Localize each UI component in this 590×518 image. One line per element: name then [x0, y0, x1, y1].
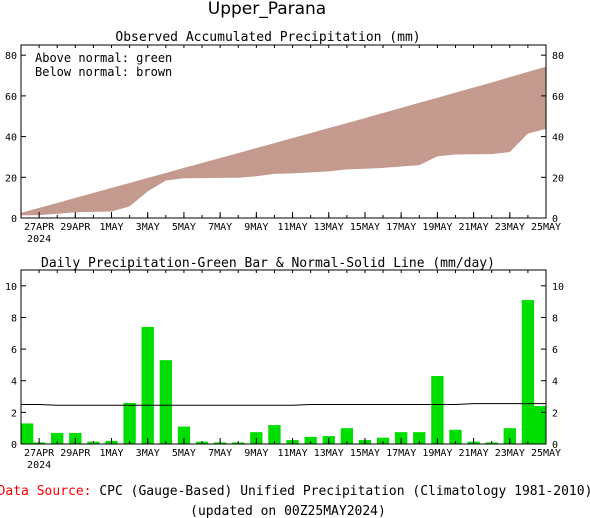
daily-ytick-label-left: 10 — [5, 282, 17, 293]
daily-ytick-label-right: 10 — [552, 282, 564, 293]
daily-bar — [431, 375, 444, 444]
updated-text: (updated on 00Z25MAY2024) — [190, 504, 386, 518]
daily-xtick-label: 25MAY — [531, 448, 561, 459]
daily-ytick-label-left: 2 — [11, 408, 17, 419]
legend-above-normal: Above normal: green — [35, 51, 172, 65]
accum-ytick-label-right: 0 — [552, 214, 558, 225]
accum-xtick-label: 13MAY — [314, 222, 344, 233]
accum-below-normal-area — [21, 66, 546, 218]
daily-chart-title: Daily Precipitation-Green Bar & Normal-S… — [41, 256, 495, 271]
accum-ytick-label-left: 20 — [5, 173, 17, 184]
daily-xtick-label: 17MAY — [386, 448, 416, 459]
daily-ytick-label-left: 8 — [11, 313, 17, 324]
daily-xtick-label: 21MAY — [459, 448, 489, 459]
accum-xtick-label: 27APR — [24, 222, 55, 233]
daily-bar — [268, 425, 281, 444]
daily-xtick-label: 15MAY — [350, 448, 380, 459]
accumulated-precipitation-panel: Observed Accumulated Precipitation (mm) … — [5, 30, 564, 245]
daily-bar — [533, 406, 546, 444]
daily-xtick-label: 27APR — [24, 448, 55, 459]
daily-xtick-label: 9MAY — [244, 448, 268, 459]
accum-xtick-label: 19MAY — [422, 222, 452, 233]
accum-xtick-label: 3MAY — [136, 222, 160, 233]
daily-xtick-label: 23MAY — [495, 448, 525, 459]
accum-ytick-label-right: 20 — [552, 173, 564, 184]
daily-bar — [141, 326, 154, 444]
accum-xtick-label: 25MAY — [531, 222, 561, 233]
accum-xtick-label: 17MAY — [386, 222, 416, 233]
daily-normal-line — [21, 403, 546, 406]
daily-xtick-label: 5MAY — [172, 448, 196, 459]
daily-bar — [449, 429, 462, 444]
data-source-text: CPC (Gauge-Based) Unified Precipitation … — [99, 484, 590, 499]
daily-xtick-label: 29APR — [60, 448, 91, 459]
accum-year-label: 2024 — [27, 234, 51, 245]
accum-xtick-label: 11MAY — [277, 222, 307, 233]
accum-xtick-label: 7MAY — [208, 222, 232, 233]
daily-xtick-label: 19MAY — [422, 448, 452, 459]
page-title: Upper_Parana — [208, 0, 326, 19]
daily-bar — [21, 423, 34, 444]
daily-frame — [20, 269, 547, 445]
legend-below-normal: Below normal: brown — [35, 65, 172, 79]
accum-xtick-label: 23MAY — [495, 222, 525, 233]
accum-ytick-label-left: 0 — [11, 214, 17, 225]
data-source-label: Data Source: — [0, 484, 92, 499]
data-source-spacer — [92, 484, 100, 499]
daily-bar — [413, 432, 426, 444]
accum-xtick-label: 15MAY — [350, 222, 380, 233]
accum-ytick-label-left: 80 — [5, 51, 17, 62]
daily-ytick-label-left: 0 — [11, 440, 17, 451]
daily-xtick-label: 7MAY — [208, 448, 232, 459]
accum-xtick-label: 5MAY — [172, 222, 196, 233]
daily-xtick-label: 1MAY — [99, 448, 123, 459]
daily-bar — [159, 360, 172, 444]
accum-ytick-label-left: 40 — [5, 133, 17, 144]
daily-ytick-label-right: 0 — [552, 440, 558, 451]
daily-ytick-label-right: 2 — [552, 408, 558, 419]
daily-bar — [340, 428, 354, 444]
accumulated-chart-title: Observed Accumulated Precipitation (mm) — [115, 30, 420, 45]
accum-xtick-label: 21MAY — [459, 222, 489, 233]
data-source-line: Data Source: CPC (Gauge-Based) Unified P… — [0, 484, 590, 499]
daily-ytick-label-left: 4 — [11, 377, 17, 388]
accum-ytick-label-right: 60 — [552, 92, 564, 103]
daily-bar — [51, 432, 64, 444]
accum-frame — [20, 44, 547, 219]
daily-ytick-label-right: 8 — [552, 313, 558, 324]
daily-bar — [521, 300, 535, 444]
daily-ytick-label-left: 6 — [11, 345, 17, 356]
daily-precipitation-panel: Daily Precipitation-Green Bar & Normal-S… — [5, 256, 564, 471]
daily-bar — [177, 426, 191, 444]
accum-xtick-label: 29APR — [60, 222, 91, 233]
daily-ytick-label-right: 4 — [552, 377, 558, 388]
accum-ytick-label-left: 60 — [5, 92, 17, 103]
daily-xtick-label: 11MAY — [277, 448, 307, 459]
daily-bar — [304, 436, 317, 444]
accum-xtick-label: 9MAY — [244, 222, 268, 233]
accum-xtick-label: 1MAY — [99, 222, 123, 233]
daily-xtick-label: 13MAY — [314, 448, 344, 459]
daily-year-label: 2024 — [27, 460, 51, 471]
daily-xtick-label: 3MAY — [136, 448, 160, 459]
daily-bar — [123, 402, 136, 444]
daily-ytick-label-right: 6 — [552, 345, 558, 356]
accum-ytick-label-right: 40 — [552, 133, 564, 144]
accum-ytick-label-right: 80 — [552, 51, 564, 62]
daily-bar — [376, 437, 390, 444]
daily-bar — [503, 428, 516, 444]
